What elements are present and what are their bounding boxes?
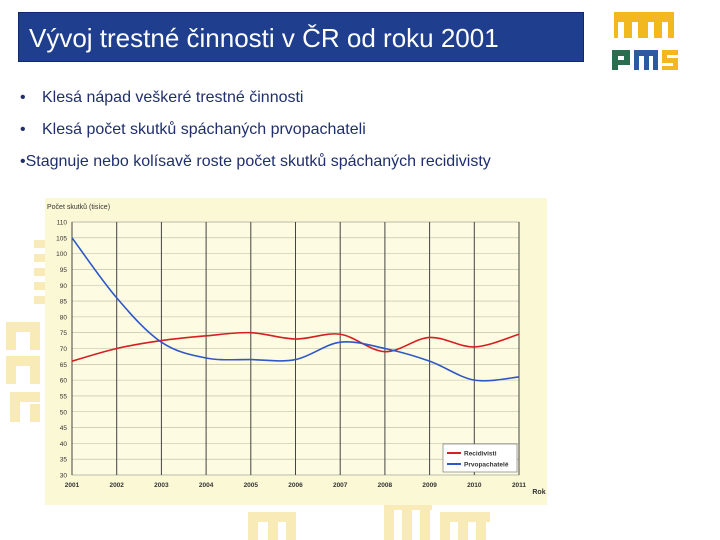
- x-tick-label: 2010: [467, 482, 482, 489]
- deco-block: [34, 296, 48, 304]
- y-tick-label: 55: [60, 393, 68, 400]
- y-tick-label: 45: [60, 425, 68, 432]
- deco-block: [10, 392, 20, 422]
- bullet-marker: •: [20, 89, 26, 106]
- deco-block: [34, 254, 48, 262]
- y-tick-label: 70: [60, 346, 68, 353]
- x-tick-label: 2003: [154, 482, 169, 489]
- bullet-2: • Klesá počet skutků spáchaných prvopacha…: [20, 121, 366, 139]
- x-tick-label: 2002: [109, 482, 124, 489]
- bullet-text: Klesá nápad veškeré trestné činnosti: [42, 89, 304, 106]
- y-tick-label: 60: [60, 378, 68, 385]
- deco-block: [6, 322, 40, 332]
- deco-block: [268, 512, 278, 540]
- deco-block: [30, 404, 40, 422]
- series-line-2: [71, 237, 520, 382]
- x-axis-label: Rok: [532, 489, 545, 496]
- deco-block: [402, 500, 412, 540]
- deco-block: [286, 512, 296, 540]
- bullet-text: Stagnuje nebo kolísavě roste počet skutk…: [25, 153, 491, 170]
- bullet-marker: •: [20, 153, 26, 170]
- x-tick-label: 2011: [512, 482, 526, 489]
- bullet-text: Klesá počet skutků spáchaných prvopachat…: [42, 121, 366, 138]
- legend-box: [442, 443, 518, 473]
- slide-title: Vývoj trestné činnosti v ČR od roku 2001: [29, 23, 499, 53]
- pms-logo: [612, 12, 678, 70]
- deco-block: [420, 500, 430, 540]
- y-tick-label: 105: [56, 235, 67, 242]
- deco-block: [248, 512, 258, 540]
- deco-block: [458, 512, 468, 540]
- chart-svg: 30 35 40 45 50 55 60 65 70 75 80 85 90 95 100 105 110 200…: [45, 198, 547, 505]
- deco-block: [10, 392, 40, 402]
- y-tick-label: 90: [60, 283, 68, 290]
- bullet-1: • Klesá nápad veškeré trestné činnosti: [20, 89, 303, 107]
- y-tick-label: 40: [60, 441, 68, 448]
- x-tick-label: 2001: [65, 482, 80, 489]
- deco-block: [440, 512, 450, 540]
- title-bar: Vývoj trestné činnosti v ČR od roku 2001: [18, 12, 584, 62]
- y-tick-label: 85: [60, 299, 68, 306]
- legend-label: Recidivisti: [464, 451, 497, 458]
- series-line-1: [71, 331, 520, 362]
- deco-block: [30, 322, 40, 350]
- y-tick-label: 95: [60, 267, 68, 274]
- deco-block: [476, 512, 486, 540]
- deco-block: [30, 356, 40, 384]
- deco-block: [384, 500, 394, 540]
- deco-block: [34, 282, 48, 290]
- bullet-marker: •: [20, 121, 26, 138]
- legend-label: Prvopachatelé: [464, 462, 509, 469]
- y-axis-label: Počet skutků (tisíce): [47, 203, 110, 211]
- y-tick-label: 110: [57, 220, 68, 227]
- x-tick-label: 2006: [288, 482, 303, 489]
- y-tick-label: 65: [60, 362, 68, 369]
- y-tick-label: 80: [60, 314, 68, 321]
- deco-block: [6, 356, 40, 366]
- deco-block: [34, 240, 48, 248]
- deco-block: [6, 322, 16, 350]
- line-chart: 30 35 40 45 50 55 60 65 70 75 80 85 90 95 100 105 110 200…: [45, 198, 547, 505]
- x-tick-label: 2005: [244, 482, 259, 489]
- x-tick-label: 2009: [422, 482, 437, 489]
- y-tick-label: 50: [60, 409, 68, 416]
- bullet-3: •Stagnuje nebo kolísavě roste počet skut…: [20, 153, 491, 171]
- x-tick-label: 2004: [199, 482, 214, 489]
- y-tick-label: 30: [60, 473, 68, 480]
- x-tick-label: 2007: [333, 482, 348, 489]
- y-tick-label: 100: [56, 251, 67, 258]
- x-tick-label: 2008: [378, 482, 393, 489]
- y-tick-label: 75: [60, 330, 68, 337]
- deco-block: [6, 356, 16, 384]
- deco-block: [34, 268, 48, 276]
- y-tick-label: 35: [60, 457, 68, 464]
